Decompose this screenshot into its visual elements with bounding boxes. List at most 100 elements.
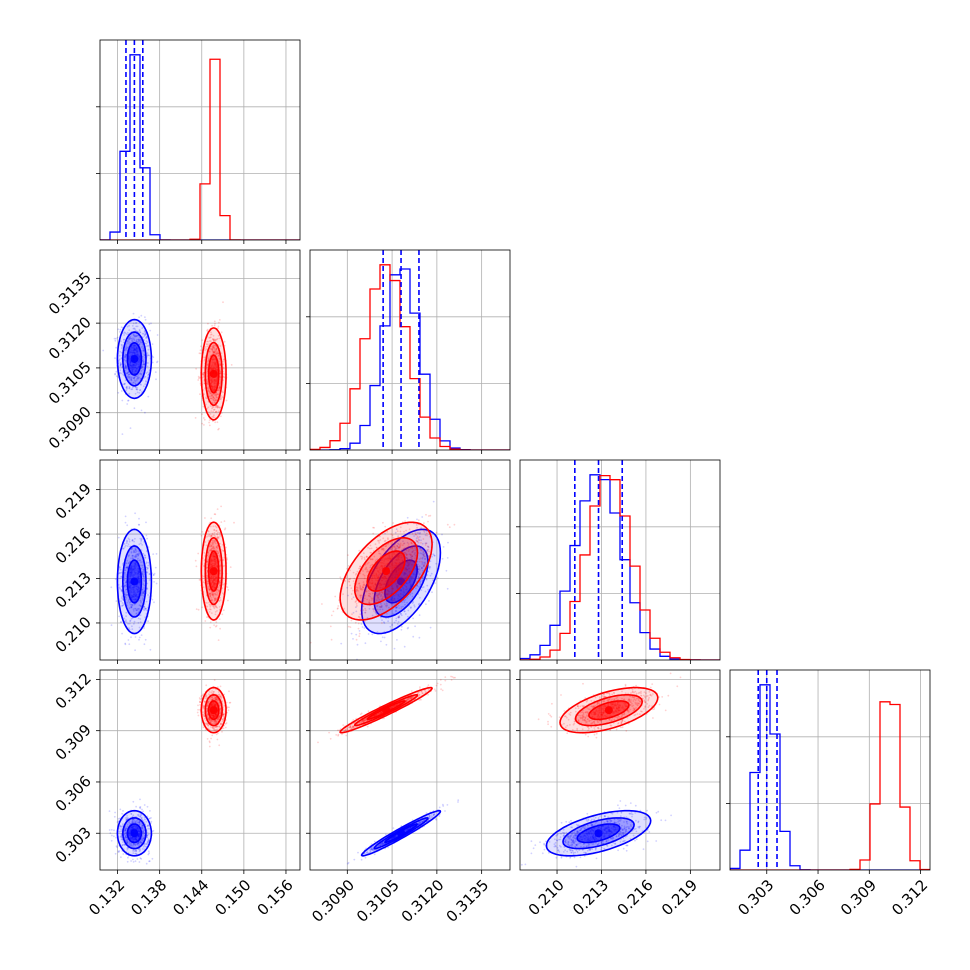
scatter-point [147,853,150,856]
scatter-point [372,526,374,529]
scatter-point [219,398,222,401]
scatter-point [124,369,127,372]
scatter-point [400,606,403,608]
scatter-point [398,607,401,609]
scatter-point [130,548,133,550]
panel-content [310,250,510,450]
scatter-point [137,842,140,844]
scatter-point [126,566,128,569]
scatter-point [413,549,415,552]
scatter-point [381,591,384,594]
scatter-point [400,625,403,628]
scatter-point [376,631,379,633]
scatter-point [125,611,128,614]
scatter-point [128,338,131,341]
scatter-point [427,566,430,569]
scatter-point [134,335,137,338]
scatter-point [427,588,429,591]
scatter-point [400,579,402,582]
scatter-point [141,572,144,575]
scatter-point [387,543,390,545]
scatter-point [138,842,140,845]
scatter-point [362,586,365,589]
scatter-point [217,334,220,337]
scatter-point [419,557,422,560]
scatter-point [420,567,423,569]
scatter-point [140,818,143,820]
scatter-point [398,546,401,549]
scatter-point [132,332,135,335]
scatter-point [116,336,119,339]
scatter-point [211,532,214,535]
scatter-point [426,550,429,552]
scatter-point [216,544,219,547]
scatter-point [138,339,141,342]
scatter-point [329,625,332,628]
scatter-point [210,517,213,520]
scatter-point [407,595,409,598]
scatter-point [128,540,131,543]
scatter-point [122,562,124,565]
scatter-point [128,376,131,378]
scatter-point [123,339,125,341]
scatter-point [120,343,123,346]
scatter-point [216,588,219,591]
scatter-point [147,395,150,398]
scatter-point [142,359,145,361]
scatter-point [137,338,140,341]
scatter-point [209,391,211,394]
panel-content [100,40,300,240]
scatter-point [147,824,150,827]
scatter-point [218,406,220,409]
scatter-point [448,526,451,529]
scatter-point [382,521,384,524]
scatter-point [217,590,220,592]
scatter-point [138,392,141,394]
scatter-point [380,594,383,596]
scatter-point [213,397,216,400]
scatter-point [212,396,215,398]
scatter-point [121,433,124,435]
scatter-point [154,371,157,373]
scatter-point [124,544,127,547]
scatter-point [147,838,150,841]
scatter-point [358,630,361,632]
scatter-point [120,835,122,838]
scatter-point [381,622,383,624]
scatter-point [409,607,412,609]
scatter-point [133,551,136,554]
scatter-point [373,555,376,558]
scatter-point [212,334,215,337]
scatter-point [207,406,210,409]
scatter-point [147,620,150,623]
scatter-point [217,531,219,534]
scatter-point [398,614,401,617]
scatter-point [140,341,143,344]
scatter-point [391,547,394,550]
scatter-point [397,616,400,618]
scatter-point [133,603,136,606]
scatter-point [364,563,367,566]
scatter-point [424,576,427,578]
scatter-point [349,626,352,628]
scatter-point [126,349,128,351]
scatter-point [130,606,133,609]
scatter-point [142,350,145,352]
scatter-point [425,513,427,516]
scatter-point [143,334,146,336]
scatter-point [363,574,366,577]
scatter-point [146,376,149,379]
scatter-point [410,542,413,544]
scatter-point [358,632,361,635]
scatter-point [131,557,134,559]
scatter-point [221,549,224,552]
scatter-point [131,539,134,541]
density-peak-series-1 [382,567,391,576]
scatter-point [376,594,379,597]
scatter-point [128,341,131,344]
scatter-point [125,365,128,368]
scatter-point [362,552,365,555]
scatter-point [216,550,218,553]
scatter-point [393,647,396,650]
scatter-point [118,830,121,833]
